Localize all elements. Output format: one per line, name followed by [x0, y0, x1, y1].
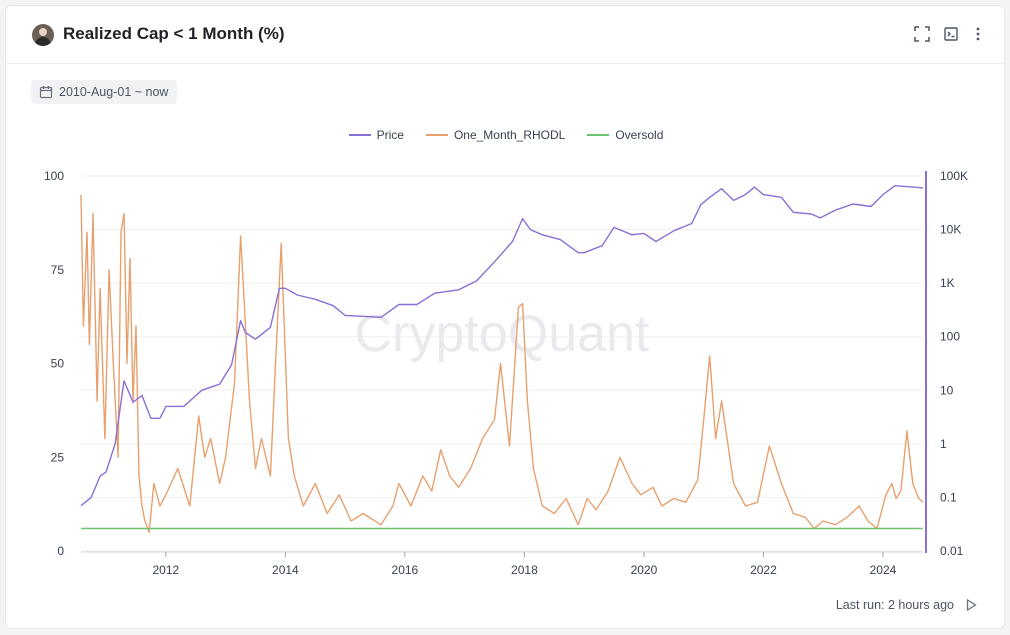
chart-card: Realized Cap < 1 Month (%) 2010-Aug-01 ~… — [5, 5, 1006, 629]
y-right-tick-label: 0.1 — [940, 490, 957, 504]
legend-swatch-rhodl — [425, 134, 448, 136]
legend-item-rhodl[interactable]: One_Month_RHODL — [425, 128, 566, 142]
legend-label-oversold: Oversold — [615, 128, 664, 142]
y-right-tick-label: 100K — [940, 169, 968, 183]
y-right-tick-label: 100 — [940, 330, 960, 344]
legend-swatch-oversold — [587, 134, 610, 136]
y-left-tick-label: 75 — [51, 263, 65, 277]
y-right-tick-label: 10 — [940, 383, 954, 397]
y-right-tick-label: 10K — [940, 223, 961, 237]
last-run-text: Last run: 2 hours ago — [835, 598, 954, 612]
date-range-label: 2010-Aug-01 ~ now — [59, 85, 169, 99]
legend-item-oversold[interactable]: Oversold — [587, 128, 663, 142]
more-options-icon[interactable] — [969, 25, 987, 43]
y-right-tick-label: 0.01 — [940, 544, 964, 558]
footer: Last run: 2 hours ago — [836, 598, 978, 612]
date-range-picker[interactable]: 2010-Aug-01 ~ now — [31, 80, 178, 104]
legend-label-rhodl: One_Month_RHODL — [453, 128, 566, 142]
x-tick-label: 2014 — [272, 563, 299, 577]
y-left-tick-label: 50 — [51, 357, 65, 371]
chart-legend: Price One_Month_RHODL Oversold — [6, 128, 1006, 142]
y-left-tick-label: 0 — [57, 544, 64, 558]
x-tick-label: 2024 — [870, 563, 897, 577]
card-header: Realized Cap < 1 Month (%) — [6, 6, 1006, 64]
x-tick-label: 2020 — [631, 563, 658, 577]
fullscreen-icon[interactable] — [913, 25, 931, 43]
y-left-tick-label: 25 — [51, 450, 65, 464]
x-tick-label: 2018 — [511, 563, 538, 577]
legend-swatch-price — [348, 134, 371, 136]
y-right-tick-label: 1 — [940, 437, 947, 451]
x-tick-label: 2016 — [392, 563, 419, 577]
run-button[interactable] — [964, 598, 978, 612]
price-line — [80, 185, 924, 507]
watermark-text: CryptoQuant — [355, 305, 650, 363]
legend-item-price[interactable]: Price — [348, 128, 404, 142]
code-view-icon[interactable] — [942, 25, 960, 43]
x-tick-label: 2022 — [750, 563, 777, 577]
page-title: Realized Cap < 1 Month (%) — [63, 24, 285, 43]
x-tick-label: 2012 — [153, 563, 180, 577]
rhodl-line — [80, 194, 924, 533]
chart-plot: CryptoQuant 0 25 50 75 100 0.01 0.1 1 10 100 1K 10K 1… — [44, 169, 968, 577]
y-left-tick-label: 100 — [44, 169, 64, 183]
y-right-tick-label: 1K — [940, 276, 955, 290]
calendar-icon — [39, 86, 53, 99]
avatar — [32, 24, 54, 46]
legend-label-price: Price — [376, 128, 404, 142]
play-icon — [966, 598, 977, 612]
